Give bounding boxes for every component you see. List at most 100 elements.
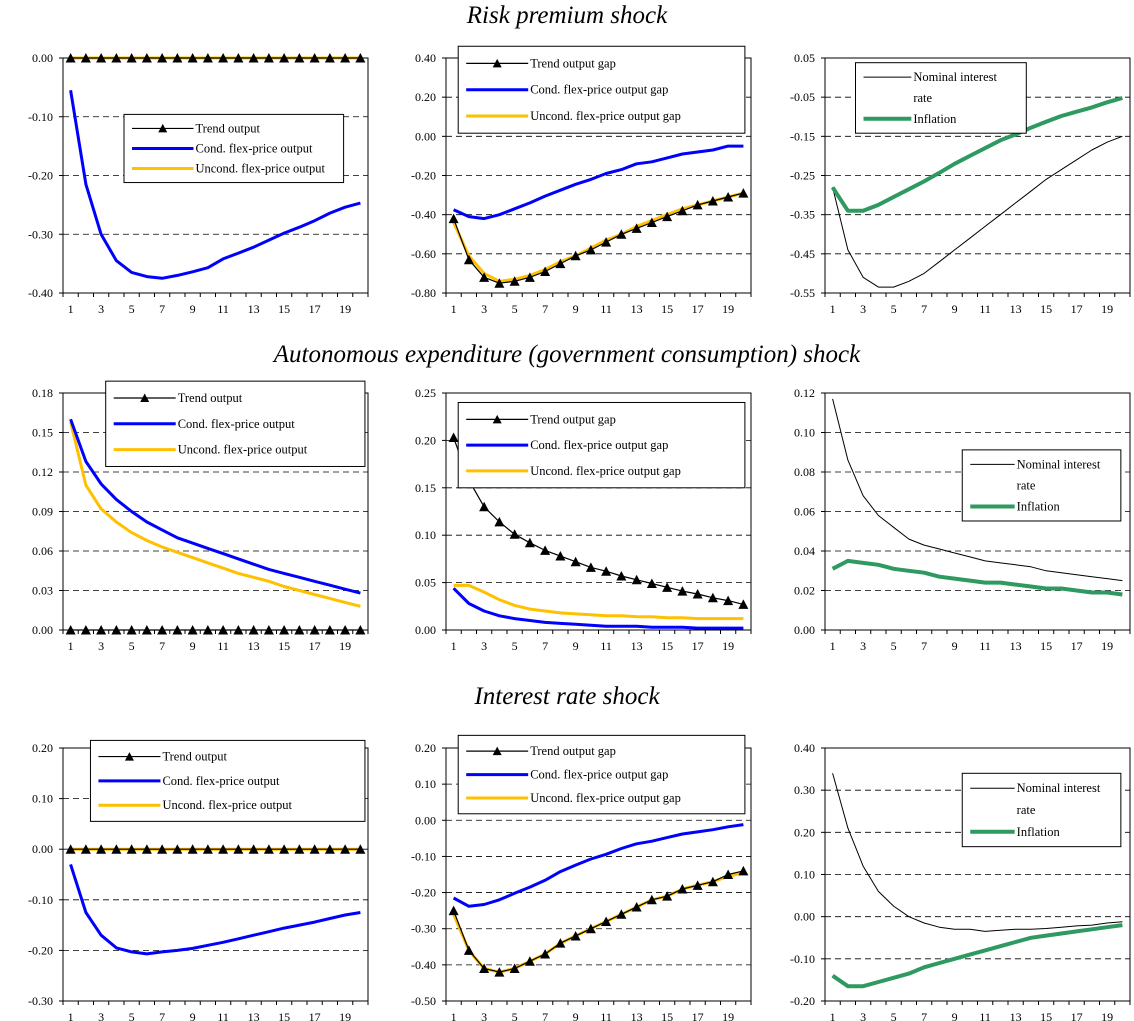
- data-point-marker: [279, 844, 290, 854]
- x-tick-label: 11: [217, 302, 229, 316]
- data-point-marker: [187, 844, 198, 854]
- x-tick-label: 13: [248, 639, 260, 653]
- data-point-marker: [187, 625, 198, 635]
- y-tick-label: 0.12: [794, 386, 815, 400]
- x-tick-label: 15: [1040, 302, 1052, 316]
- data-point-marker: [479, 963, 490, 973]
- x-tick-label: 5: [891, 639, 897, 653]
- y-tick-label: -0.05: [790, 90, 815, 104]
- y-tick-label: 0.20: [415, 741, 436, 755]
- y-tick-label: 0.40: [794, 741, 815, 755]
- y-tick-label: 0.05: [415, 576, 436, 590]
- legend-label: rate: [1017, 478, 1036, 492]
- x-tick-label: 1: [451, 302, 457, 316]
- y-tick-label: -0.40: [411, 958, 436, 972]
- data-point-marker: [662, 582, 673, 592]
- data-point-marker: [616, 229, 627, 239]
- data-point-marker: [570, 556, 581, 567]
- data-point-marker: [263, 625, 274, 635]
- legend-label: Uncond. flex-price output gap: [530, 109, 681, 123]
- x-tick-label: 1: [68, 1010, 74, 1021]
- y-tick-label: -0.30: [28, 994, 53, 1008]
- y-tick-label: -0.10: [790, 952, 815, 966]
- series-line-cond-flex-price-output-gap: [452, 823, 744, 908]
- x-tick-label: 3: [98, 1010, 104, 1021]
- x-tick-label: 1: [68, 302, 74, 316]
- data-point-marker: [448, 213, 459, 224]
- data-point-marker: [233, 844, 244, 854]
- x-tick-label: 3: [481, 1010, 487, 1021]
- legend-marker: [140, 393, 150, 403]
- x-tick-label: 7: [921, 639, 927, 653]
- y-tick-label: 0.10: [32, 792, 53, 806]
- x-tick-label: 1: [830, 1010, 836, 1021]
- y-tick-label: 0.40: [415, 51, 436, 65]
- legend: Trend output gap Cond. flex-price output …: [457, 401, 746, 489]
- data-point-marker: [585, 923, 596, 934]
- data-point-marker: [616, 570, 627, 581]
- x-tick-label: 3: [98, 302, 104, 316]
- data-point-marker: [570, 930, 581, 941]
- y-tick-label: 0.00: [794, 623, 815, 637]
- data-point-marker: [662, 211, 673, 222]
- data-point-marker: [309, 53, 320, 63]
- data-point-marker: [340, 625, 351, 635]
- legend-label: Uncond. flex-price output: [178, 443, 308, 457]
- data-point-marker: [218, 625, 229, 635]
- x-tick-label: 19: [1101, 302, 1113, 316]
- data-point-marker: [126, 53, 137, 63]
- x-tick-label: 15: [278, 1010, 290, 1021]
- data-point-marker: [631, 223, 642, 233]
- chart-risk-gap: 0.400.200.00-0.20-0.40-0.60-0.801 3 5 7 9 11 1…: [411, 45, 752, 316]
- series-line-inflation: [830, 96, 1123, 213]
- data-point-marker: [692, 199, 703, 210]
- data-point-marker: [616, 909, 627, 919]
- data-point-marker: [355, 53, 366, 63]
- data-point-marker: [646, 894, 657, 905]
- legend-label: Uncond. flex-price output: [162, 798, 292, 812]
- series-line-inflation: [831, 558, 1123, 597]
- legend-label: rate: [913, 91, 932, 105]
- x-tick-label: 7: [159, 639, 165, 653]
- x-tick-label: 15: [661, 639, 673, 653]
- data-point-marker: [157, 625, 168, 635]
- data-point-marker: [111, 625, 122, 635]
- x-tick-label: 3: [860, 1010, 866, 1021]
- data-point-marker: [263, 844, 274, 854]
- y-tick-label: 0.00: [415, 623, 436, 637]
- data-point-marker: [172, 844, 183, 854]
- data-point-marker: [279, 625, 290, 635]
- x-tick-label: 5: [129, 1010, 135, 1021]
- series-line-cond-flex-price-output-gap: [452, 144, 744, 221]
- x-tick-label: 15: [278, 639, 290, 653]
- legend-label: Nominal interest: [1017, 781, 1101, 795]
- data-point-marker: [279, 53, 290, 63]
- data-point-marker: [738, 865, 749, 876]
- x-tick-label: 5: [891, 302, 897, 316]
- data-point-marker: [233, 625, 244, 635]
- y-tick-label: 0.10: [415, 777, 436, 791]
- x-tick-label: 7: [542, 302, 548, 316]
- x-tick-label: 15: [1040, 639, 1052, 653]
- y-tick-label: -0.30: [411, 922, 436, 936]
- x-tick-label: 3: [481, 639, 487, 653]
- y-tick-label: 0.25: [415, 386, 436, 400]
- x-tick-label: 17: [1071, 302, 1083, 316]
- legend-label: rate: [1017, 803, 1036, 817]
- legend-label: Nominal interest: [1017, 457, 1101, 471]
- legend-label: Uncond. flex-price output gap: [530, 791, 681, 805]
- y-tick-label: -0.20: [411, 886, 436, 900]
- data-point-marker: [601, 566, 612, 576]
- data-point-marker: [340, 844, 351, 854]
- data-point-marker: [65, 53, 76, 63]
- data-point-marker: [294, 625, 305, 635]
- data-point-marker: [707, 195, 718, 206]
- y-tick-label: -0.50: [411, 994, 436, 1008]
- x-tick-label: 5: [891, 1010, 897, 1021]
- legend-label: Inflation: [913, 112, 957, 126]
- legend-label: Trend output gap: [530, 412, 616, 426]
- data-point-marker: [646, 578, 657, 589]
- data-point-marker: [494, 516, 505, 527]
- y-tick-label: -0.20: [28, 943, 53, 957]
- x-tick-label: 3: [481, 302, 487, 316]
